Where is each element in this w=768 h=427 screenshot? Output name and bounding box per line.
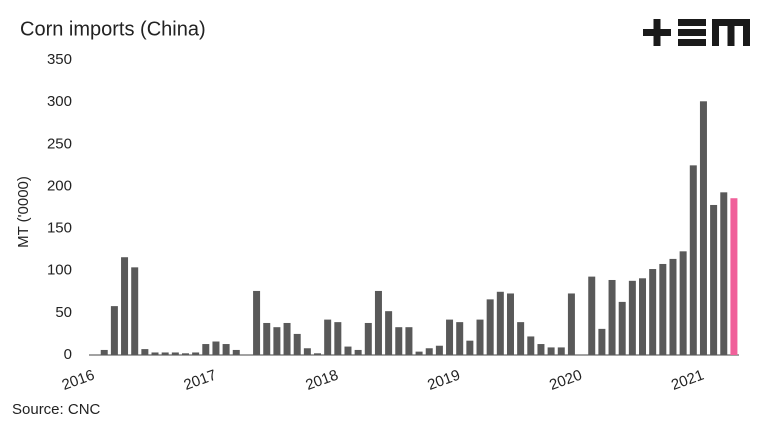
bar [456, 322, 464, 355]
bar [679, 251, 687, 355]
bar [334, 322, 342, 355]
bar [689, 165, 697, 355]
bar [466, 340, 474, 355]
bar [364, 322, 372, 355]
y-tick-label: 150 [47, 220, 72, 237]
bar [659, 263, 667, 355]
bar [171, 352, 179, 355]
x-tick-label: 2017 [182, 367, 219, 394]
bar [608, 279, 616, 355]
bar [537, 344, 545, 355]
bar [161, 352, 169, 355]
bar [669, 258, 677, 355]
bar [486, 299, 494, 355]
y-tick-label: 200 [47, 177, 72, 194]
bar [618, 301, 626, 355]
bar [649, 269, 657, 355]
bar [212, 341, 220, 355]
y-tick-label: 50 [55, 304, 72, 321]
bar [253, 290, 261, 355]
y-tick-label: 0 [64, 346, 72, 363]
bar [181, 353, 189, 355]
y-tick-label: 300 [47, 93, 72, 110]
source-note: Source: CNC [12, 401, 101, 418]
bar [710, 204, 718, 355]
bar [588, 276, 596, 355]
bar [517, 322, 525, 355]
bar [628, 280, 636, 355]
bar [100, 349, 108, 355]
bar [557, 347, 565, 355]
x-tick-label: 2019 [425, 367, 462, 394]
bar [293, 333, 301, 355]
x-tick-label: 2020 [547, 367, 584, 394]
bar [720, 192, 728, 355]
bar [374, 290, 382, 355]
bar [639, 278, 647, 355]
bar [131, 267, 139, 355]
bar [283, 322, 291, 355]
bar [354, 349, 362, 355]
bar [435, 345, 443, 355]
bar [699, 101, 707, 355]
bar [222, 344, 230, 355]
bar [385, 311, 393, 355]
bar [314, 353, 322, 355]
bar [344, 346, 352, 355]
bar [446, 319, 454, 355]
bar [141, 349, 149, 355]
y-axis-title: MT ('0000) [15, 176, 32, 248]
bar [547, 347, 555, 355]
bar [273, 327, 281, 355]
bar [506, 293, 514, 355]
bar [395, 327, 403, 355]
bar [476, 319, 484, 355]
bar [202, 344, 210, 355]
bar [496, 291, 504, 355]
bar [527, 336, 535, 355]
bar [263, 322, 271, 355]
bar [425, 348, 433, 355]
x-tick-label: 2016 [60, 367, 97, 394]
bar [598, 328, 606, 355]
bar [303, 348, 311, 355]
bar [121, 257, 129, 355]
x-tick-label: 2018 [303, 367, 340, 394]
bar [405, 327, 413, 355]
bar [415, 351, 423, 355]
y-tick-label: 350 [47, 51, 72, 68]
bar [567, 293, 575, 355]
bar [324, 319, 332, 355]
logo [643, 19, 750, 46]
bar [232, 349, 240, 355]
bar [151, 352, 159, 355]
x-tick-label: 2021 [669, 367, 706, 394]
bar [110, 306, 118, 355]
chart-title: Corn imports (China) [20, 18, 206, 40]
y-tick-label: 250 [47, 135, 72, 152]
y-tick-label: 100 [47, 262, 72, 279]
bar [192, 352, 200, 355]
bar [730, 198, 738, 355]
